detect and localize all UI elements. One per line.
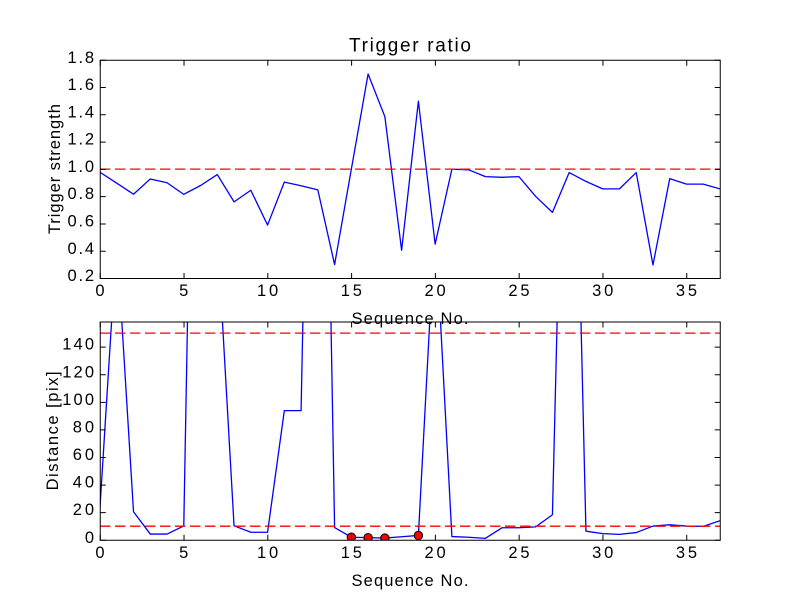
svg-text:5: 5: [179, 544, 188, 562]
svg-text:0: 0: [85, 529, 94, 547]
svg-text:120: 120: [62, 363, 94, 381]
svg-text:Trigger ratio: Trigger ratio: [349, 35, 471, 56]
svg-text:Trigger strength: Trigger strength: [46, 104, 64, 234]
svg-text:Sequence No.: Sequence No.: [352, 310, 469, 328]
svg-text:Sequence No.: Sequence No.: [352, 572, 469, 590]
svg-text:0.6: 0.6: [68, 212, 95, 230]
svg-text:1.8: 1.8: [68, 49, 95, 67]
svg-text:100: 100: [62, 391, 94, 409]
svg-text:0.4: 0.4: [68, 240, 95, 258]
svg-text:1.0: 1.0: [68, 158, 95, 176]
svg-text:Distance [pix]: Distance [pix]: [44, 371, 62, 490]
svg-text:0.2: 0.2: [68, 267, 95, 285]
svg-text:0: 0: [95, 282, 104, 300]
svg-text:0: 0: [95, 544, 104, 562]
svg-text:5: 5: [179, 282, 188, 300]
svg-text:1.4: 1.4: [68, 103, 95, 121]
svg-text:1.2: 1.2: [68, 131, 95, 149]
svg-text:140: 140: [62, 336, 94, 354]
svg-text:1.6: 1.6: [68, 76, 95, 94]
svg-text:0.8: 0.8: [68, 185, 95, 203]
